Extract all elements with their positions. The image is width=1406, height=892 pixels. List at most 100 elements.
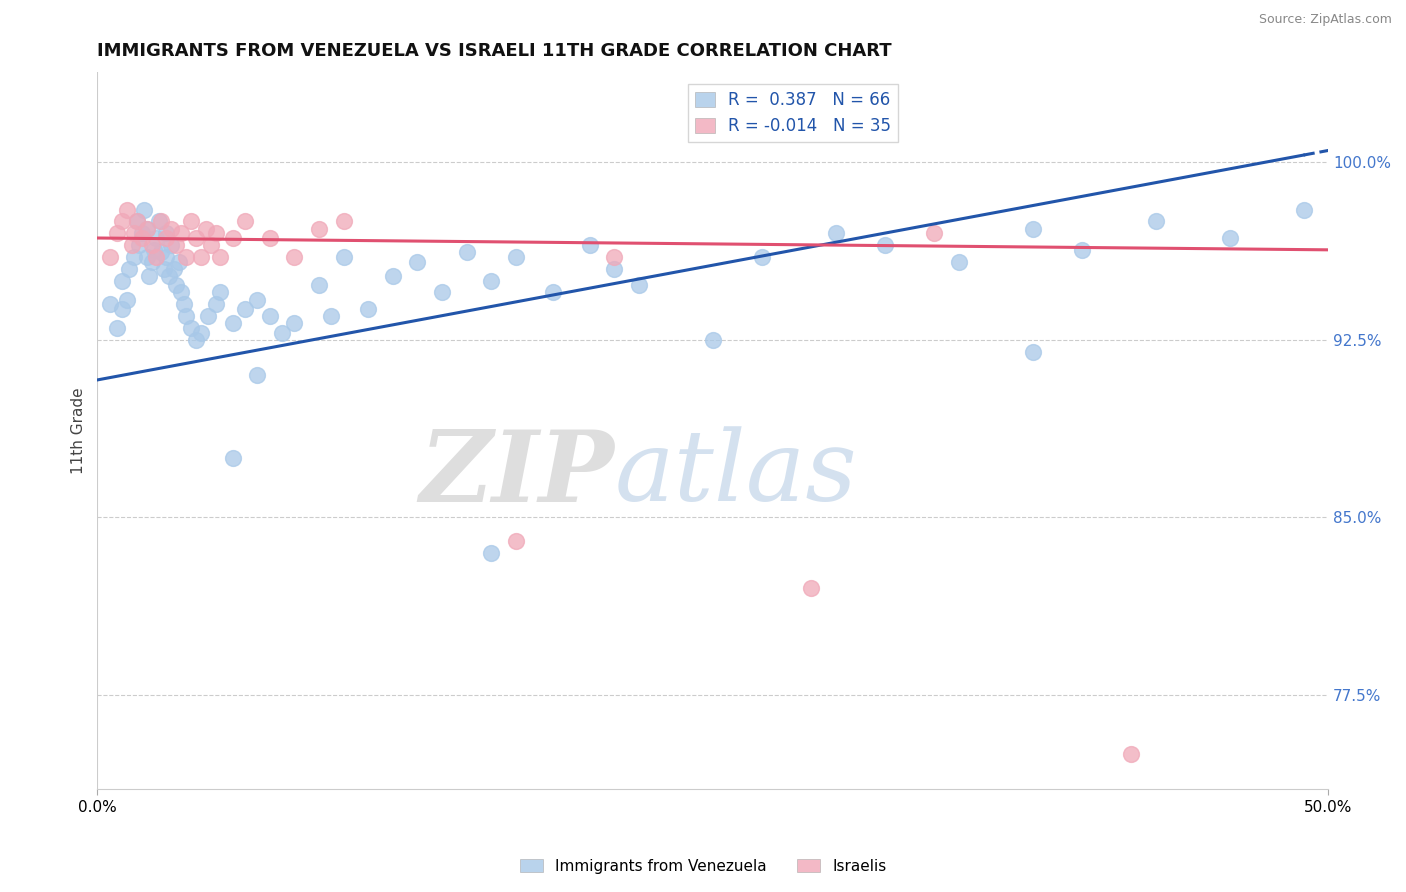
Point bbox=[578, 238, 600, 252]
Point bbox=[170, 285, 193, 300]
Point bbox=[115, 293, 138, 307]
Point bbox=[824, 227, 846, 241]
Point bbox=[357, 301, 380, 316]
Point bbox=[135, 221, 157, 235]
Point bbox=[603, 261, 626, 276]
Point bbox=[204, 297, 226, 311]
Point bbox=[165, 238, 187, 252]
Point bbox=[135, 221, 157, 235]
Point bbox=[184, 333, 207, 347]
Point bbox=[702, 333, 724, 347]
Point bbox=[105, 321, 128, 335]
Point bbox=[948, 254, 970, 268]
Point bbox=[283, 250, 305, 264]
Point bbox=[190, 250, 212, 264]
Point bbox=[125, 214, 148, 228]
Point bbox=[173, 297, 195, 311]
Point bbox=[381, 268, 404, 283]
Point bbox=[124, 227, 146, 241]
Point bbox=[163, 261, 186, 276]
Point bbox=[115, 202, 138, 217]
Point bbox=[222, 316, 245, 330]
Point bbox=[1022, 344, 1045, 359]
Point bbox=[627, 278, 650, 293]
Point bbox=[603, 250, 626, 264]
Point bbox=[138, 268, 160, 283]
Point bbox=[111, 301, 134, 316]
Point bbox=[332, 214, 354, 228]
Point bbox=[751, 250, 773, 264]
Point bbox=[184, 231, 207, 245]
Point bbox=[135, 250, 157, 264]
Point bbox=[332, 250, 354, 264]
Point bbox=[1121, 747, 1143, 761]
Point bbox=[153, 261, 176, 276]
Point bbox=[800, 581, 823, 595]
Point bbox=[456, 245, 478, 260]
Point bbox=[246, 293, 269, 307]
Point bbox=[308, 278, 330, 293]
Point bbox=[111, 214, 134, 228]
Point bbox=[1022, 221, 1045, 235]
Point bbox=[174, 250, 197, 264]
Point bbox=[194, 221, 217, 235]
Point bbox=[259, 309, 281, 323]
Point bbox=[271, 326, 294, 340]
Point bbox=[1144, 214, 1167, 228]
Point bbox=[125, 214, 148, 228]
Point bbox=[150, 245, 173, 260]
Point bbox=[165, 278, 187, 293]
Point bbox=[200, 238, 222, 252]
Point bbox=[145, 250, 167, 264]
Text: IMMIGRANTS FROM VENEZUELA VS ISRAELI 11TH GRADE CORRELATION CHART: IMMIGRANTS FROM VENEZUELA VS ISRAELI 11T… bbox=[97, 42, 891, 60]
Point bbox=[145, 231, 167, 245]
Point bbox=[160, 238, 183, 252]
Point bbox=[222, 450, 245, 465]
Point bbox=[209, 285, 232, 300]
Point bbox=[197, 309, 219, 323]
Point bbox=[121, 238, 143, 252]
Point bbox=[922, 227, 945, 241]
Point bbox=[479, 546, 502, 560]
Point bbox=[283, 316, 305, 330]
Point bbox=[222, 231, 245, 245]
Point bbox=[105, 227, 128, 241]
Point bbox=[209, 250, 232, 264]
Point bbox=[141, 238, 163, 252]
Point bbox=[233, 301, 256, 316]
Point bbox=[155, 231, 177, 245]
Point bbox=[505, 250, 527, 264]
Point bbox=[131, 231, 153, 245]
Point bbox=[430, 285, 453, 300]
Point bbox=[308, 221, 330, 235]
Point bbox=[134, 202, 156, 217]
Point bbox=[180, 321, 202, 335]
Text: Source: ZipAtlas.com: Source: ZipAtlas.com bbox=[1258, 13, 1392, 27]
Point bbox=[873, 238, 896, 252]
Point bbox=[160, 221, 183, 235]
Point bbox=[190, 326, 212, 340]
Point bbox=[155, 227, 177, 241]
Point bbox=[180, 214, 202, 228]
Point bbox=[204, 227, 226, 241]
Point bbox=[118, 261, 141, 276]
Point bbox=[259, 231, 281, 245]
Point bbox=[174, 309, 197, 323]
Point bbox=[505, 533, 527, 548]
Point bbox=[131, 227, 153, 241]
Point bbox=[1071, 243, 1094, 257]
Legend: R =  0.387   N = 66, R = -0.014   N = 35: R = 0.387 N = 66, R = -0.014 N = 35 bbox=[688, 85, 897, 142]
Point bbox=[128, 238, 150, 252]
Point bbox=[143, 243, 166, 257]
Text: ZIP: ZIP bbox=[419, 425, 614, 522]
Point bbox=[148, 214, 170, 228]
Point bbox=[170, 227, 193, 241]
Point bbox=[233, 214, 256, 228]
Point bbox=[321, 309, 343, 323]
Point bbox=[1292, 202, 1315, 217]
Point bbox=[157, 268, 180, 283]
Point bbox=[124, 250, 146, 264]
Point bbox=[98, 250, 121, 264]
Point bbox=[98, 297, 121, 311]
Point bbox=[167, 254, 190, 268]
